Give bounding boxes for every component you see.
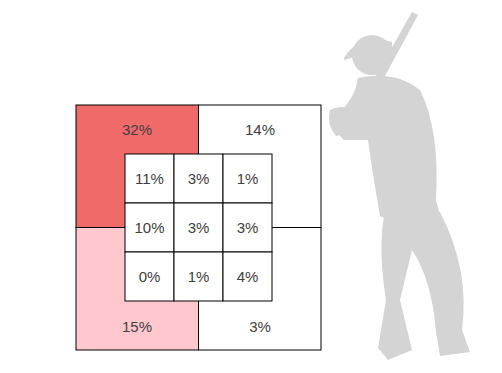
inner-zone — [174, 252, 223, 301]
chart-svg: 32% 14% 15% 3% 11% 3% 1% 10% 3% 3% 0% 1% 4% — [0, 0, 502, 373]
inner-zone — [125, 203, 174, 252]
chart-container: 32% 14% 15% 3% 11% 3% 1% 10% 3% 3% 0% 1% 4% — [0, 0, 502, 373]
inner-zones — [125, 154, 272, 301]
cell-label: 3% — [237, 219, 259, 236]
cell-label: 10% — [134, 219, 164, 236]
outer-label: 15% — [122, 318, 152, 335]
outer-zones — [76, 105, 321, 350]
cap — [344, 39, 392, 60]
batter-silhouette — [329, 12, 470, 360]
outer-label: 32% — [122, 121, 152, 138]
inner-zone — [223, 203, 272, 252]
cell-label: 11% — [135, 170, 164, 187]
hands — [329, 107, 360, 136]
labels: 32% 14% 15% 3% 11% 3% 1% 10% 3% 3% 0% 1% 4% — [122, 121, 275, 335]
outer-label: 14% — [245, 121, 275, 138]
inner-zone — [174, 203, 223, 252]
inner-zone — [174, 154, 223, 203]
cell-label: 1% — [188, 268, 210, 285]
cell-label: 3% — [188, 170, 210, 187]
cell-label: 4% — [237, 268, 259, 285]
inner-zone — [125, 252, 174, 301]
cell-label: 0% — [139, 268, 161, 285]
torso — [336, 76, 440, 227]
inner-zone — [223, 252, 272, 301]
inner-zone — [223, 154, 272, 203]
cell-label: 3% — [188, 219, 210, 236]
inner-zone — [125, 154, 174, 203]
outer-label: 3% — [249, 318, 271, 335]
cell-label: 1% — [237, 170, 259, 187]
legs — [378, 212, 470, 360]
